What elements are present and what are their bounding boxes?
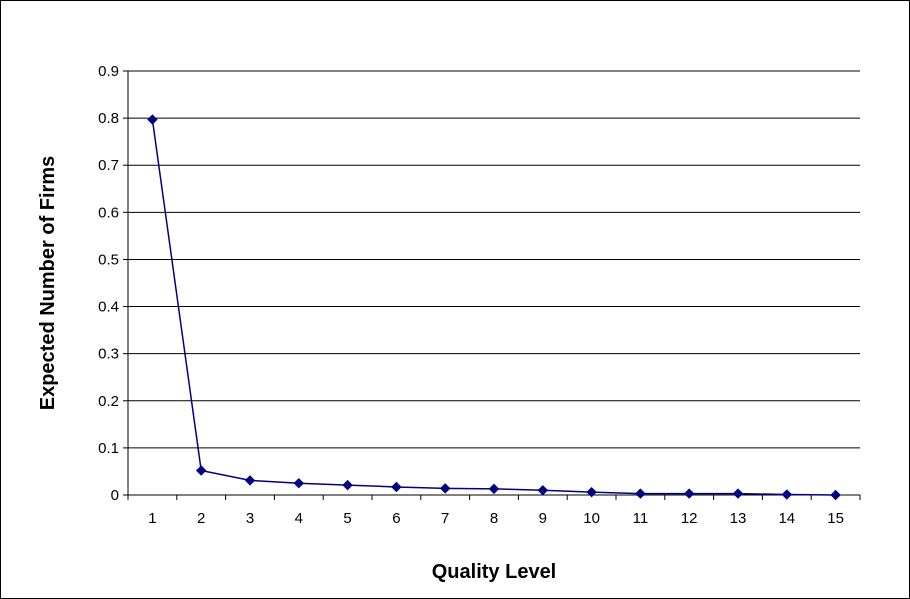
x-tick-label: 3	[246, 510, 254, 527]
y-tick-label: 0.2	[98, 393, 119, 410]
x-tick-label: 2	[197, 510, 205, 527]
series-line	[151, 119, 836, 496]
x-tick-label: 12	[681, 510, 698, 527]
x-tick-label: 6	[392, 510, 400, 527]
y-tick-label: 0	[111, 487, 119, 504]
y-tick-label: 0.8	[98, 110, 119, 127]
x-axis-title: Quality Level	[432, 561, 557, 583]
data-point-marker	[488, 483, 500, 495]
x-tick-label: 5	[343, 510, 351, 527]
data-point-marker	[635, 488, 646, 499]
x-tick-label: 4	[295, 510, 303, 527]
data-point-marker	[147, 114, 158, 125]
x-tick-label: 13	[730, 510, 747, 527]
x-tick-labels: 1 2 3 4 5 6 7 8 9 10 11 12 13 14 15	[148, 510, 844, 527]
y-tick-labels: 0 0.1 0.2 0.3 0.4 0.5 0.6 0.7 0.8 0.9	[98, 63, 119, 504]
data-point-marker	[732, 488, 744, 499]
data-point-marker	[391, 481, 402, 493]
y-tick-label: 0.9	[98, 63, 119, 80]
gridlines	[128, 70, 860, 449]
data-point-marker	[293, 478, 305, 489]
x-tick-label: 7	[441, 510, 449, 527]
data-point-marker	[439, 483, 451, 494]
x-tick-label: 8	[490, 510, 498, 527]
x-tick-label: 14	[778, 510, 795, 527]
data-point-marker	[586, 486, 597, 498]
y-tick-label: 0.7	[98, 157, 119, 174]
axes	[123, 70, 861, 500]
data-point-marker	[342, 479, 353, 491]
y-tick-label: 0.3	[98, 346, 119, 363]
data-point-marker	[781, 489, 793, 500]
x-tick-label: 15	[827, 510, 844, 527]
x-tick-label: 1	[148, 510, 156, 527]
series	[147, 114, 841, 501]
data-point-marker	[683, 488, 695, 499]
data-point-marker	[244, 475, 256, 486]
x-tick-label: 10	[583, 510, 600, 527]
y-axis-title: Expected Number of Firms	[37, 156, 59, 411]
x-tick-label: 9	[539, 510, 547, 527]
data-point-marker	[195, 465, 207, 476]
data-point-marker	[537, 485, 549, 496]
y-tick-label: 0.4	[98, 299, 119, 316]
y-tick-label: 0.1	[98, 440, 119, 457]
y-tick-label: 0.6	[98, 204, 119, 221]
data-point-marker	[830, 489, 841, 501]
y-tick-label: 0.5	[98, 251, 119, 268]
x-tick-label: 11	[633, 510, 649, 527]
